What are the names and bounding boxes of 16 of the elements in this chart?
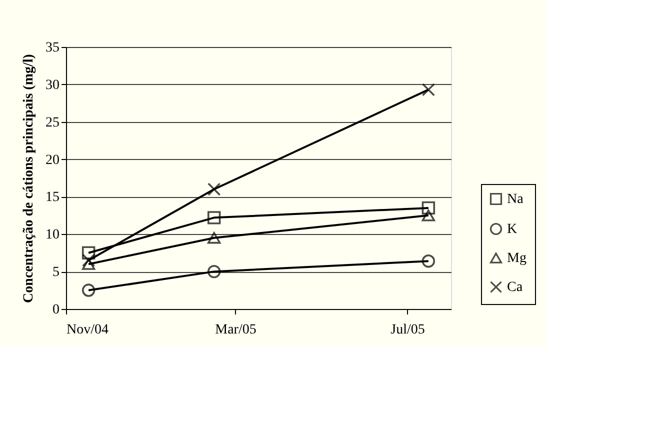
- legend-label: Na: [507, 192, 524, 207]
- y-tick-label: 20: [46, 152, 60, 168]
- legend-label: Ca: [507, 280, 524, 295]
- y-tick-label: 35: [46, 40, 60, 56]
- y-tick-label: 10: [46, 228, 60, 243]
- y-tick-label: 15: [46, 190, 60, 206]
- x-tick-label: Mar/05: [215, 322, 256, 338]
- x-tick-label: Nov/04: [66, 322, 108, 338]
- y-tick-label: 25: [46, 115, 60, 130]
- y-tick-label: 0: [52, 302, 60, 318]
- y-tick-label: 30: [46, 78, 60, 93]
- x-tick-label: Jul/05: [390, 322, 425, 338]
- legend-label: Mg: [507, 251, 526, 266]
- legend-label: K: [507, 222, 518, 237]
- y-axis-title: Concentração de cátions principais (mg/l): [22, 54, 36, 303]
- y-tick-label: 5: [52, 265, 60, 280]
